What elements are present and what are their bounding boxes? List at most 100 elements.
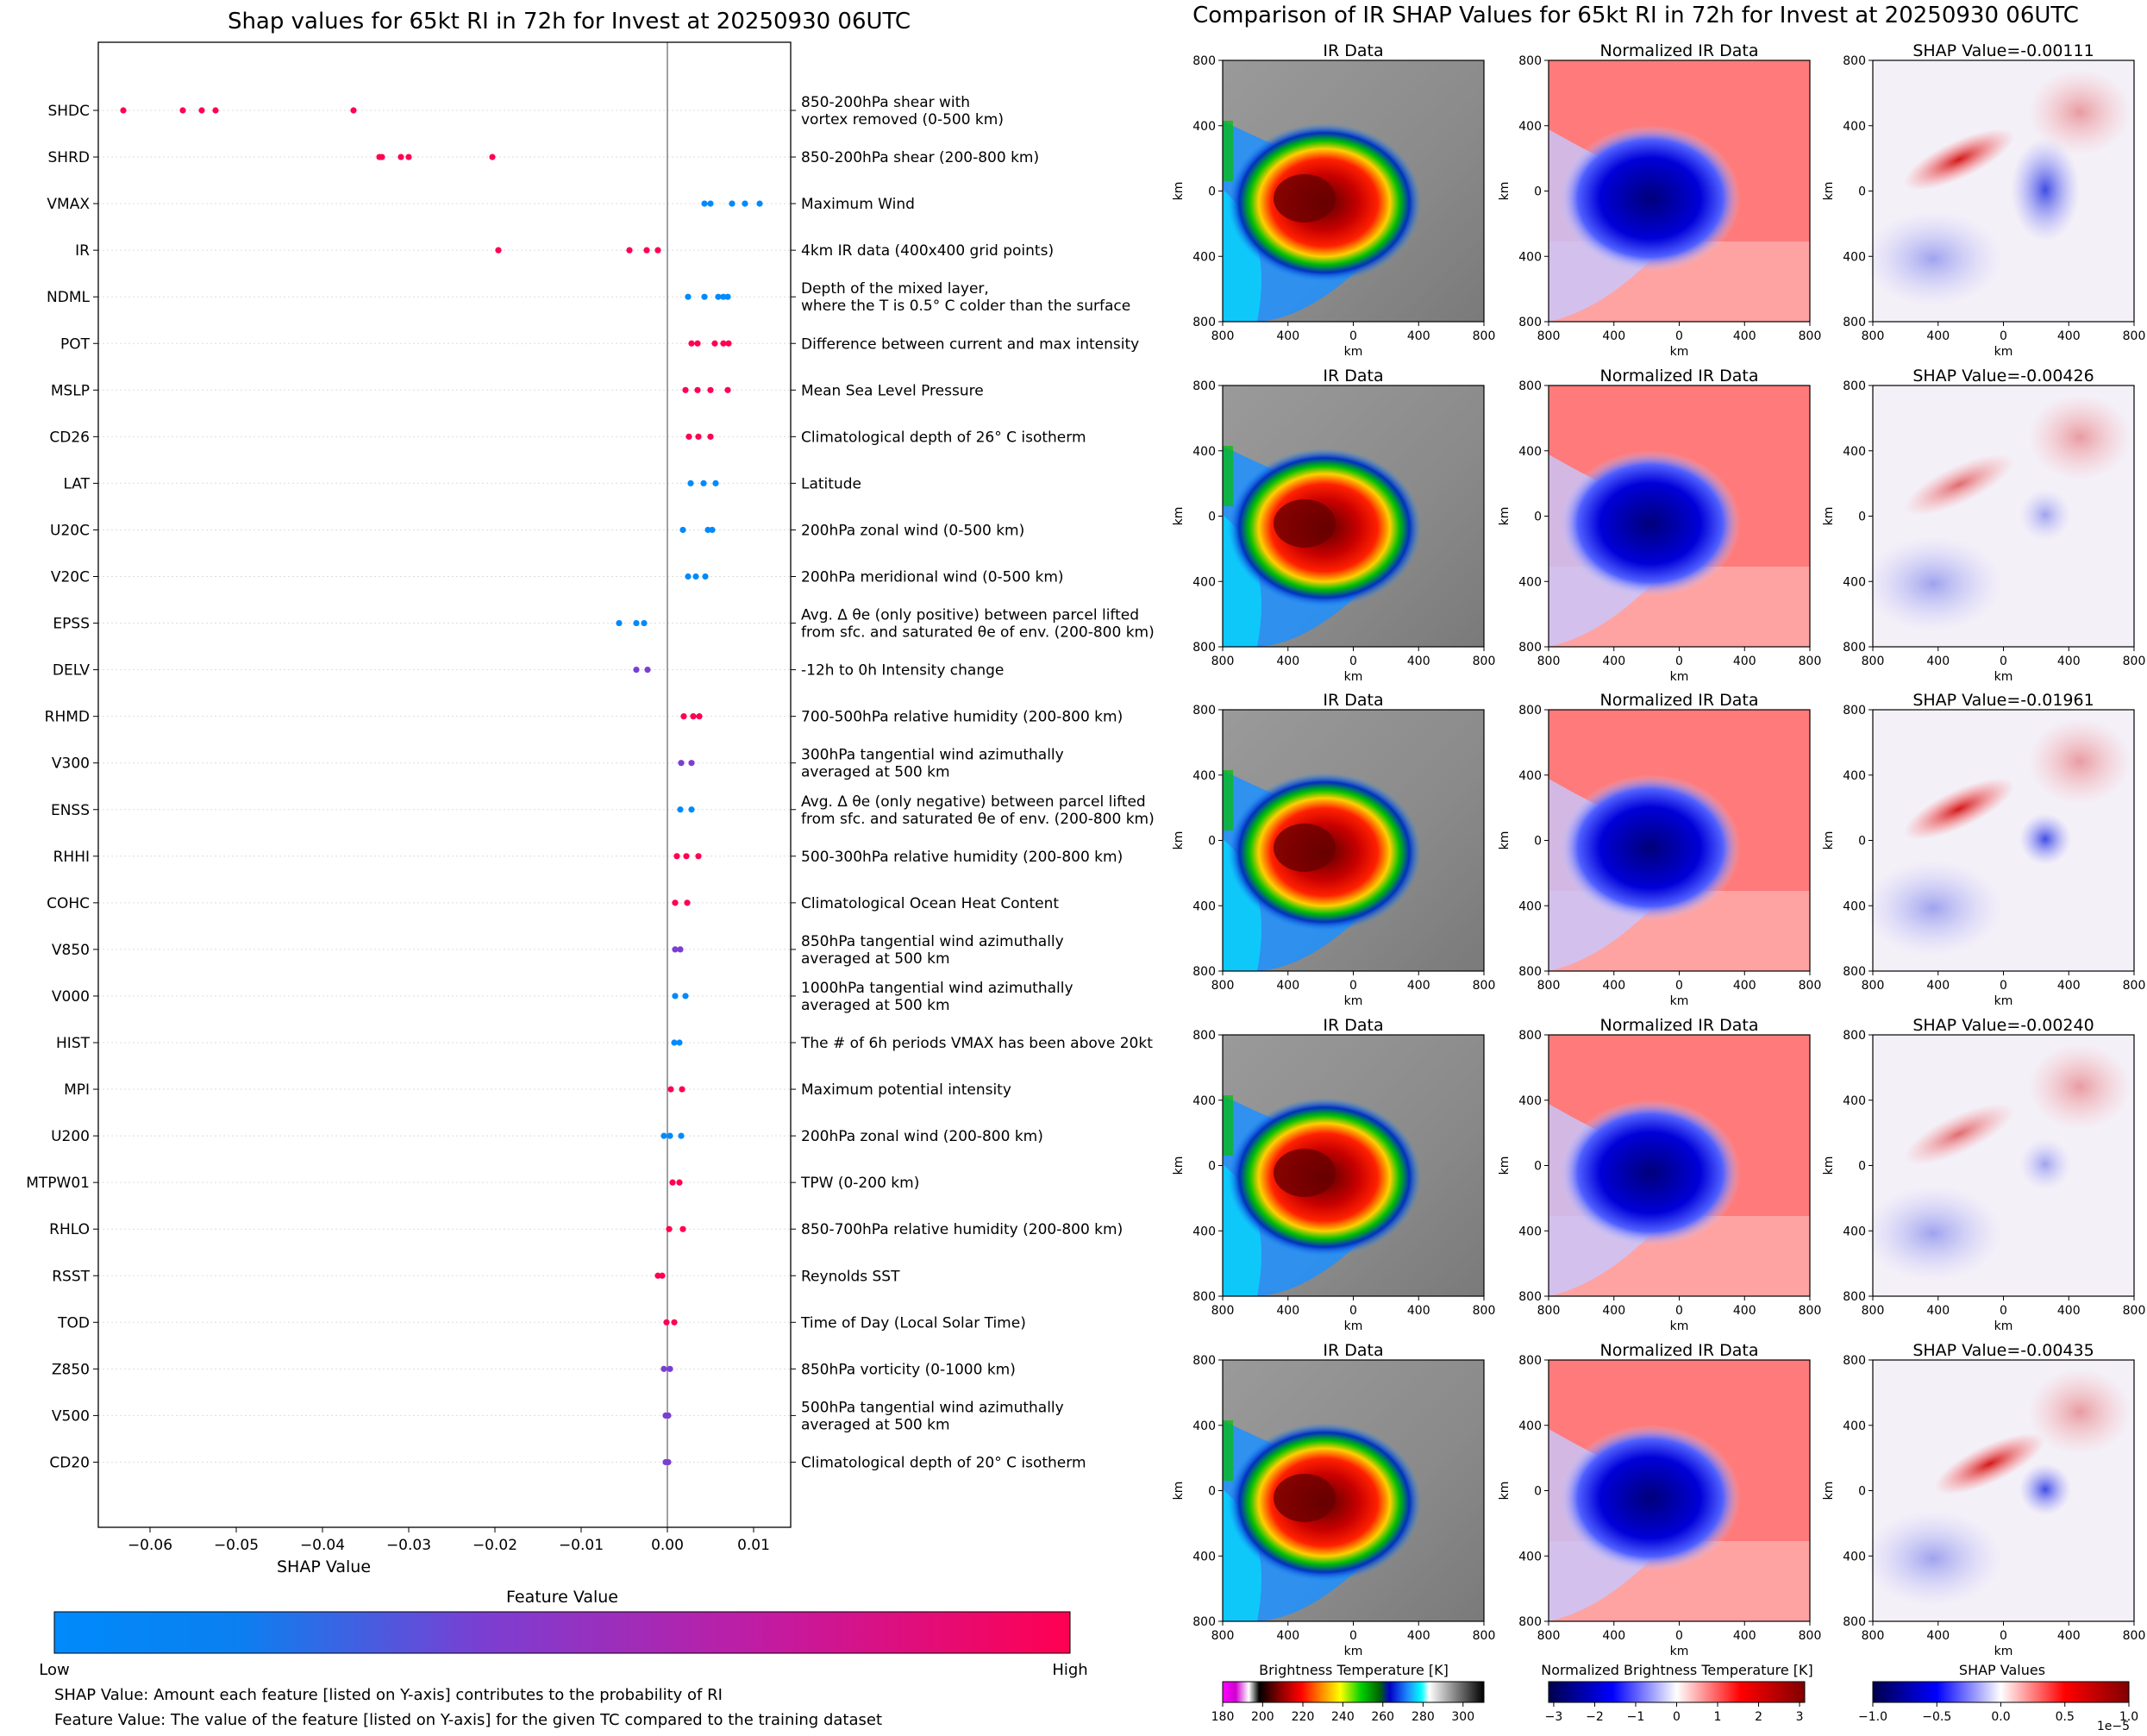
ytick-label: 400 [1192, 1550, 1216, 1564]
xtick-label: 800 [1862, 979, 1885, 993]
shap-point-lat-1 [700, 479, 707, 487]
shap-negative-region-sw [1864, 211, 2002, 306]
ytick-label: 800 [1518, 379, 1542, 393]
feature-description: Time of Day (Local Solar Time) [800, 1314, 1026, 1332]
feature-description: Depth of the mixed layer, [801, 280, 989, 298]
xtick-label: 0.01 [737, 1537, 770, 1554]
colorbar-tick-label: 0 [1673, 1710, 1681, 1724]
ytick-label: 400 [1843, 1225, 1866, 1238]
xtick-label: 800 [1537, 979, 1561, 993]
ytick-label: 0 [1858, 835, 1866, 849]
x-axis-unit: km [1670, 994, 1689, 1008]
note-shap-value: SHAP Value: Amount each feature [listed … [54, 1686, 723, 1704]
xtick-label: 0 [2000, 329, 2007, 343]
y-axis-unit: km [1822, 1156, 1836, 1175]
ytick-label: 400 [1843, 1094, 1866, 1108]
xtick-label: 800 [1473, 1304, 1496, 1318]
panel-title-normalized: Normalized IR Data [1600, 367, 1759, 385]
y-axis-unit: km [1822, 507, 1836, 526]
ytick-label: 800 [1192, 1354, 1216, 1368]
ytick-label: 0 [1858, 1485, 1866, 1499]
x-axis-label: SHAP Value [277, 1557, 371, 1576]
feature-description: where the T is 0.5° C colder than the su… [801, 298, 1130, 315]
xtick-label: 800 [1473, 979, 1496, 993]
feature-description: 500-300hPa relative humidity (200-800 km… [801, 849, 1123, 866]
panel-frame-4-2 [1872, 1359, 2135, 1622]
legend-low-label: Low [39, 1661, 69, 1679]
feature-description: Avg. Δ θe (only positive) between parcel… [801, 607, 1139, 624]
panel-frame-0-2 [1872, 60, 2135, 323]
shap-positive-region-ne [2028, 394, 2131, 480]
y-axis-unit: km [1822, 182, 1836, 201]
shap-point-v20c-1 [692, 573, 699, 580]
colorbar-tick-label: 260 [1371, 1710, 1394, 1724]
xtick-label: 800 [1862, 1304, 1885, 1318]
panel-title-ir: IR Data [1323, 691, 1383, 710]
shap-point-mtpw01-1 [676, 1179, 683, 1186]
ytick-label: 800 [1518, 1354, 1542, 1368]
x-axis-unit: km [1344, 345, 1363, 359]
panel-title-normalized: Normalized IR Data [1600, 1341, 1759, 1360]
xtick-label: 800 [1211, 329, 1235, 343]
ytick-label: 800 [1843, 379, 1866, 393]
feature-label: EPSS [53, 616, 90, 633]
shap-point-cd26-1 [695, 433, 702, 440]
ytick-label: 800 [1518, 1290, 1542, 1304]
shap-point-rhmd-2 [696, 713, 703, 720]
norm-storm-core [1560, 450, 1741, 597]
panel-frame-4-1 [1548, 1359, 1811, 1622]
feature-description: 700-500hPa relative humidity (200-800 km… [801, 709, 1123, 726]
ytick-label: 800 [1843, 641, 1866, 655]
shap-negative-core [2019, 1463, 2071, 1515]
feature-description: Climatological Ocean Heat Content [801, 895, 1059, 912]
feature-label: ENSS [51, 802, 90, 819]
colorbar-normalized-bt: Normalized Brightness Temperature [K] −3… [1541, 1662, 1813, 1724]
panel-title-ir: IR Data [1323, 41, 1383, 60]
y-axis-unit: km [1172, 1156, 1186, 1175]
x-axis-unit: km [1670, 345, 1689, 359]
ytick-label: 400 [1518, 445, 1542, 459]
colorbar-tick-label: 0.5 [2056, 1710, 2075, 1724]
colorbar-tick-label: 1.0 [2119, 1710, 2138, 1724]
shap-point-ndml-1 [701, 293, 708, 300]
feature-label: U20C [50, 522, 90, 539]
xtick-label: 0 [1675, 1629, 1683, 1643]
ytick-label: 0 [1534, 1160, 1542, 1174]
shap-point-u20c-2 [709, 526, 716, 534]
ytick-label: 800 [1843, 1615, 1866, 1629]
shap-point-vmax-1 [707, 200, 714, 207]
shap-point-u200-1 [667, 1132, 673, 1139]
ytick-label: 800 [1192, 54, 1216, 68]
xtick-label: 400 [2057, 655, 2081, 668]
panel-title-ir: IR Data [1323, 1016, 1383, 1035]
xtick-label: 800 [1537, 1629, 1561, 1643]
shap-point-shdc-0 [120, 107, 127, 114]
shap-point-shrd-1 [379, 154, 385, 160]
x-axis-unit: km [1344, 1319, 1363, 1333]
feature-label: V850 [52, 942, 90, 959]
y-axis-unit: km [1498, 1156, 1512, 1175]
xtick-label: 400 [1733, 1629, 1756, 1643]
ir-edge-convection [1223, 446, 1233, 506]
ytick-label: 0 [1858, 1160, 1866, 1174]
shap-positive-rainband [1903, 778, 2015, 840]
xtick-label: −0.02 [473, 1537, 517, 1554]
colorbar-tick-label: −2 [1586, 1710, 1604, 1724]
shap-point-rhhi-2 [695, 853, 702, 860]
ir-edge-convection [1223, 1420, 1233, 1481]
feature-description: -12h to 0h Intensity change [801, 662, 1004, 680]
feature-description: 850-200hPa shear (200-800 km) [801, 149, 1039, 166]
ytick-label: 800 [1518, 1615, 1542, 1629]
xtick-label: −0.01 [559, 1537, 604, 1554]
shap-point-shdc-1 [179, 107, 186, 114]
colorbar-shap-values: SHAP Values −1.0 −0.5 0.0 0.5 1.0 1e−5 [1858, 1662, 2138, 1733]
xtick-label: 400 [1926, 1304, 1950, 1318]
colorbar-norm-bar [1548, 1681, 1806, 1703]
ytick-label: 800 [1518, 965, 1542, 979]
x-axis-unit: km [1994, 994, 2013, 1008]
shap-point-mslp-2 [707, 386, 714, 393]
x-axis-unit: km [1994, 1319, 2013, 1333]
ytick-label: 400 [1518, 769, 1542, 783]
colorbar-norm-label: Normalized Brightness Temperature [K] [1541, 1662, 1813, 1678]
